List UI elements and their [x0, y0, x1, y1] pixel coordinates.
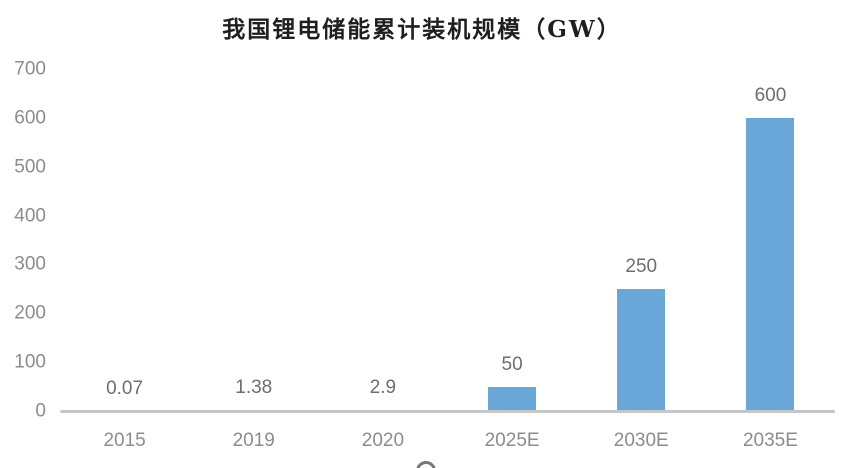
y-axis-tick-label: 700 — [14, 58, 46, 80]
bar-columns: 0.07 2015 1.38 2019 2.9 2020 50 2025E 250 2030E 60… — [60, 69, 835, 450]
y-axis-tick-label: 200 — [14, 302, 46, 324]
x-axis-tick-label: 2030E — [613, 430, 669, 451]
x-axis-tick-label: 2019 — [232, 430, 275, 451]
bar-2035E — [746, 117, 795, 411]
bar-column-2019: 1.38 2019 — [189, 69, 318, 450]
x-axis-line — [60, 410, 835, 413]
bar-column-2030E: 250 2030E — [577, 69, 706, 450]
x-axis-tick-label: 2015 — [103, 430, 146, 451]
bar-value-label: 1.38 — [235, 377, 273, 399]
bar-value-label: 600 — [754, 84, 787, 106]
bar-column-2025E: 50 2025E — [448, 69, 577, 450]
y-axis-tick-label: 100 — [14, 351, 46, 373]
y-axis-tick-label: 300 — [14, 253, 46, 275]
bar-column-2020: 2.9 2020 — [318, 69, 447, 450]
bar-2025E — [488, 386, 537, 411]
bar-column-2015: 0.07 2015 — [60, 69, 189, 450]
bar-value-label: 50 — [501, 353, 523, 375]
watermark-arc — [416, 461, 436, 468]
bar-value-label: 0.07 — [106, 377, 144, 399]
bar-value-label: 2.9 — [369, 376, 397, 398]
y-axis-tick-label: 500 — [14, 156, 46, 178]
bar-value-label: 250 — [625, 255, 658, 277]
x-axis-tick-label: 2025E — [484, 430, 540, 451]
chart-title: 我国锂电储能累计装机规模（GW） — [222, 16, 622, 43]
y-axis-tick-label: 400 — [14, 205, 46, 227]
plot-area: 0.07 2015 1.38 2019 2.9 2020 50 2025E 250 2030E 60… — [60, 69, 835, 450]
x-axis-tick-label: 2035E — [742, 430, 798, 451]
y-axis-tick-label: 0 — [35, 400, 46, 422]
x-axis-tick-label: 2020 — [361, 430, 405, 451]
y-axis-tick-label: 600 — [14, 107, 46, 129]
bar-2030E — [617, 288, 666, 411]
bar-column-2035E: 600 2035E — [706, 69, 835, 450]
